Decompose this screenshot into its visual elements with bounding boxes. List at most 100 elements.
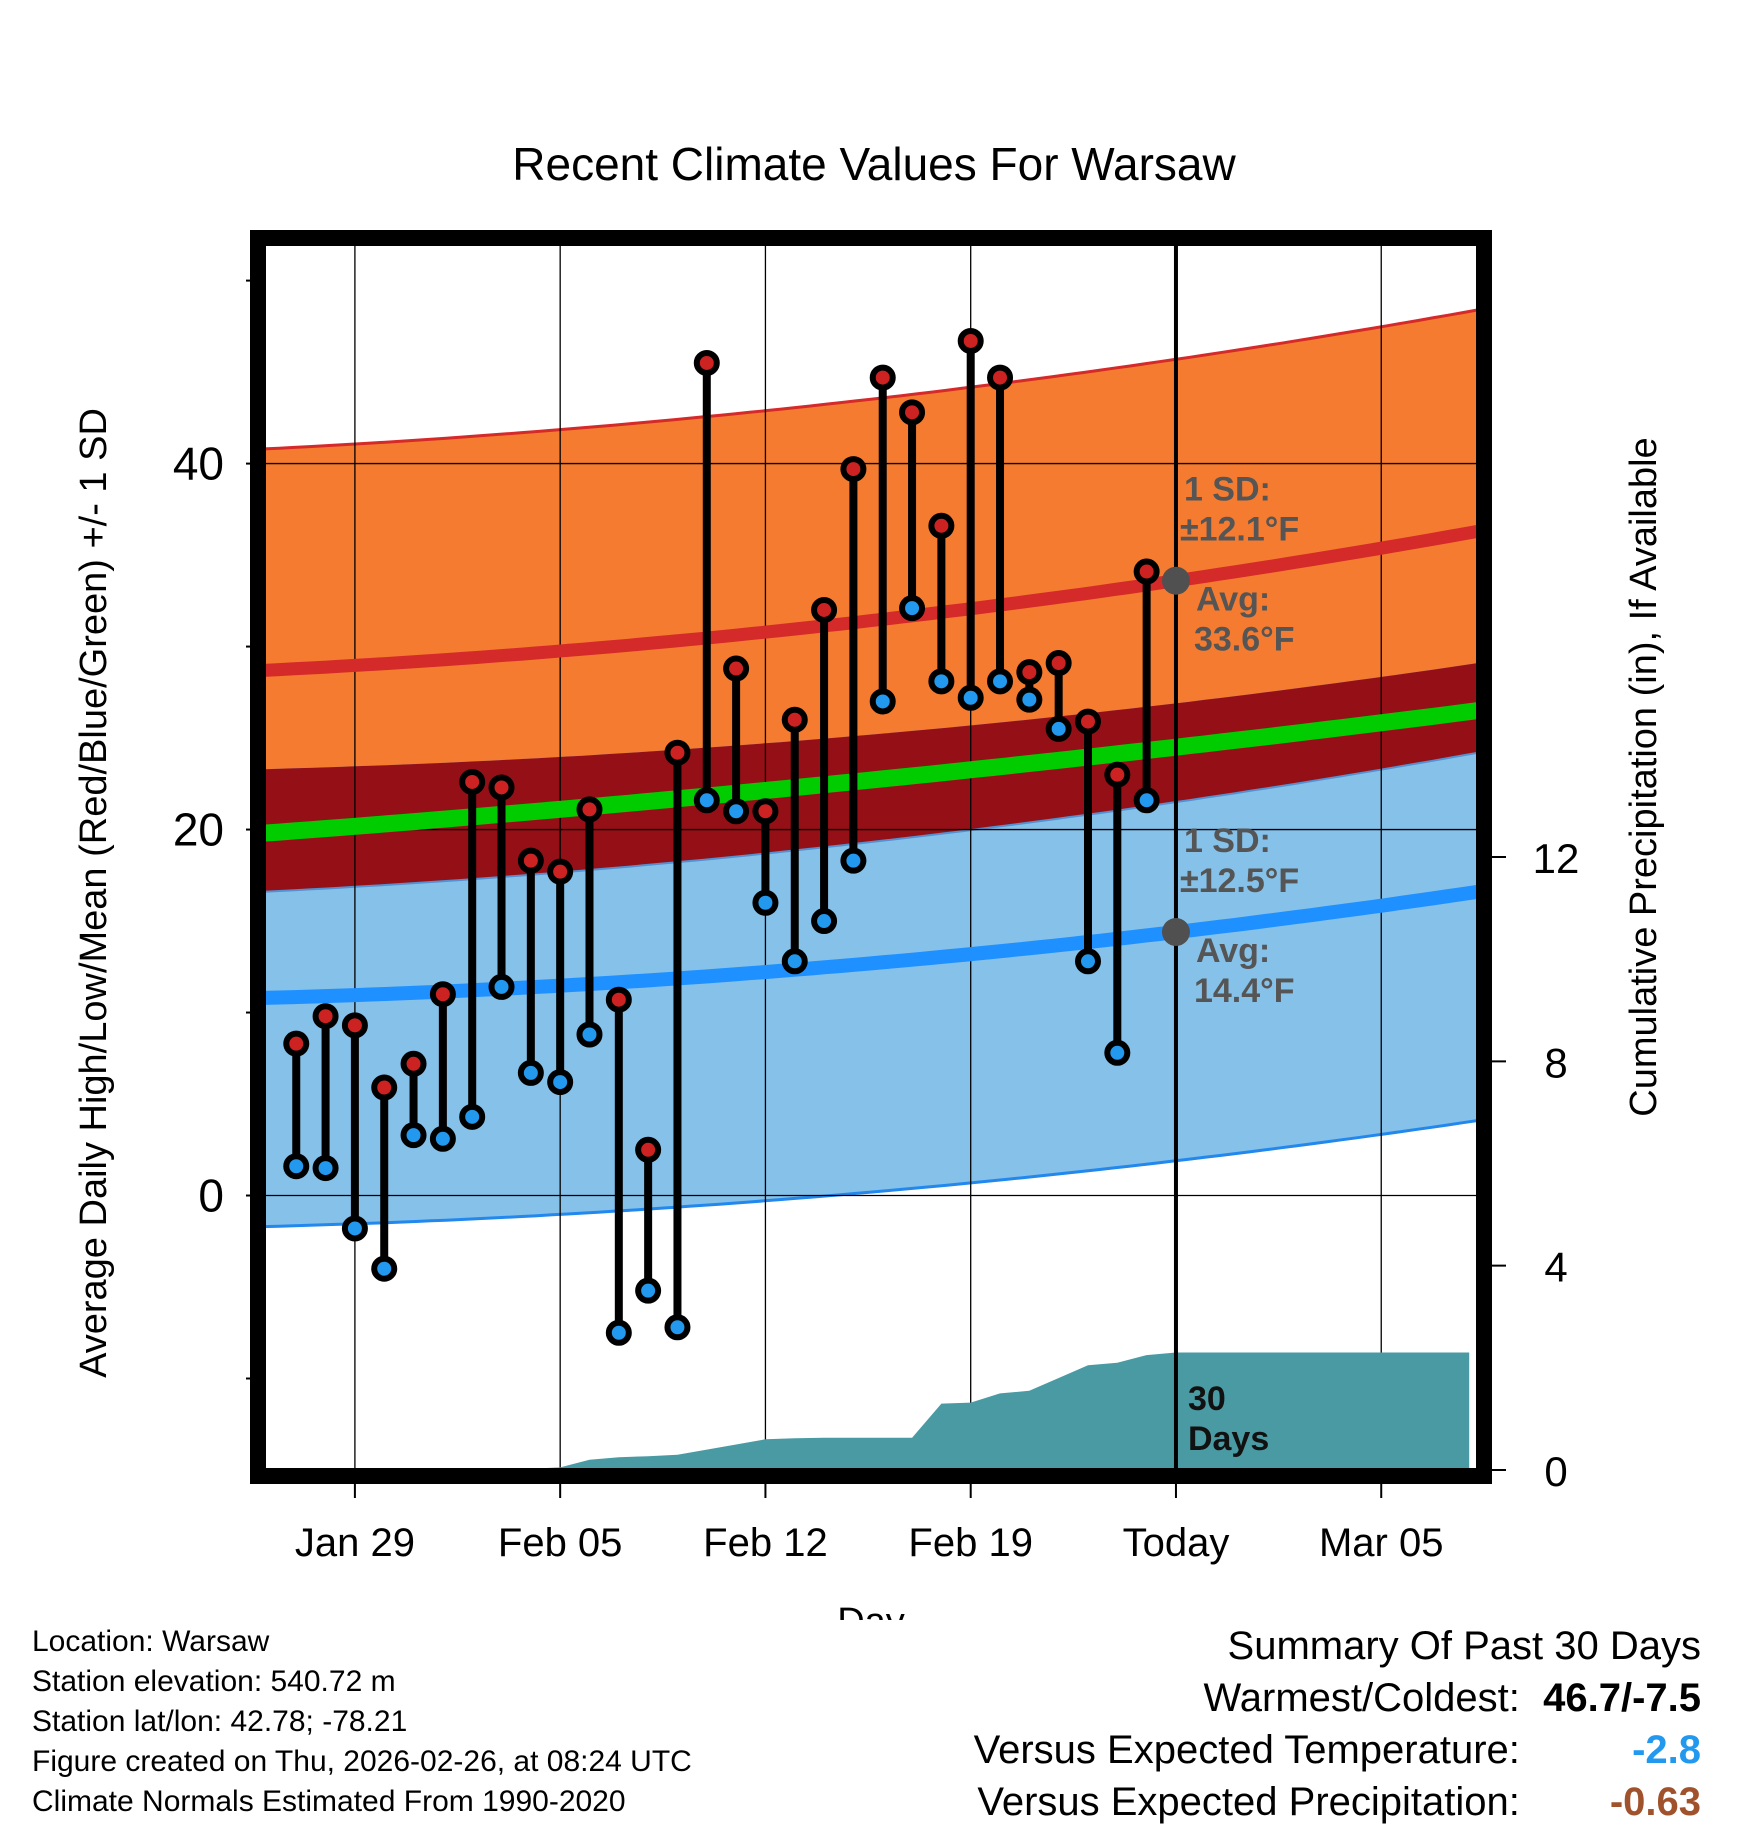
high-point: [312, 1003, 339, 1030]
low-point: [811, 908, 838, 935]
x-tick-label: Mar 05: [1319, 1521, 1444, 1565]
low-point: [459, 1103, 486, 1130]
low-point: [1045, 715, 1072, 742]
high-point: [605, 986, 632, 1013]
summary-panel: Summary Of Past 30 Days Warmest/Coldest:…: [974, 1620, 1701, 1828]
low-point: [488, 973, 515, 1000]
created-text: Figure created on Thu, 2026-02-26, at 08…: [32, 1745, 692, 1778]
low-point: [400, 1122, 427, 1149]
high-point: [840, 456, 867, 483]
chart-title: Recent Climate Values For Warsaw: [512, 138, 1236, 190]
x-tick-label: Today: [1123, 1521, 1230, 1565]
low-avg-marker: [1161, 918, 1190, 947]
x-axis-label: Day: [837, 1601, 905, 1620]
low-point: [1016, 686, 1043, 713]
precip-period-number: 30: [1188, 1380, 1226, 1418]
low-sd-label: 1 SD:: [1184, 822, 1271, 860]
high-point: [488, 774, 515, 801]
high-point: [781, 706, 808, 733]
y-left-tick-label: 0: [198, 1170, 224, 1222]
high-sd-label: 1 SD:: [1184, 471, 1271, 509]
low-point: [723, 798, 750, 825]
y-right-tick-label: 12: [1533, 835, 1580, 882]
high-point: [1045, 650, 1072, 677]
y-right-tick-label: 8: [1544, 1039, 1567, 1086]
low-point: [781, 948, 808, 975]
high-point: [693, 349, 720, 376]
high-avg-marker: [1161, 566, 1190, 595]
high-sd-value: ±12.1°F: [1180, 511, 1299, 549]
high-point: [371, 1074, 398, 1101]
low-point: [693, 787, 720, 814]
high-point: [283, 1030, 310, 1057]
high-point: [869, 364, 896, 391]
low-point: [987, 668, 1014, 695]
low-point: [664, 1314, 691, 1341]
low-point: [752, 889, 779, 916]
high-point: [1133, 558, 1160, 585]
low-point: [429, 1125, 456, 1152]
x-tick-label: Feb 12: [703, 1521, 828, 1565]
high-point: [928, 512, 955, 539]
climate-chart: Recent Climate Values For Warsaw 1 SD:±1…: [73, 138, 1665, 1620]
low-point: [840, 847, 867, 874]
low-point: [928, 668, 955, 695]
warmest-label: Warmest/Coldest:: [1203, 1676, 1520, 1720]
precip-area: [501, 1352, 1470, 1470]
summary-warmest-row: Warmest/Coldest: 46.7/-7.5: [974, 1672, 1702, 1724]
low-point: [517, 1059, 544, 1086]
precip-period-unit: Days: [1188, 1420, 1269, 1458]
y-right-tick-label: 0: [1544, 1448, 1567, 1495]
low-point: [341, 1215, 368, 1242]
low-avg-line: [264, 884, 1478, 1005]
high-point: [1104, 761, 1131, 788]
high-lower-edge: [264, 751, 1478, 893]
high-avg-label: Avg:: [1196, 581, 1270, 619]
x-tick-label: Feb 05: [498, 1521, 623, 1565]
low-point: [1133, 787, 1160, 814]
high-avg-value: 33.6°F: [1194, 621, 1295, 659]
low-avg-label: Avg:: [1196, 932, 1270, 970]
high-point: [400, 1050, 427, 1077]
low-point: [371, 1255, 398, 1282]
low-lower-edge: [264, 1119, 1478, 1229]
summary-title: Summary Of Past 30 Days: [1227, 1624, 1701, 1668]
low-point: [283, 1153, 310, 1180]
low-avg-value: 14.4°F: [1194, 972, 1295, 1010]
y-right-tick-label: 4: [1544, 1244, 1567, 1291]
latlon-text: Station lat/lon: 42.78; -78.21: [32, 1705, 408, 1738]
high-point: [341, 1012, 368, 1039]
warmest-value: 46.7/-7.5: [1543, 1676, 1701, 1720]
low-point: [576, 1021, 603, 1048]
low-point: [899, 595, 926, 622]
mean-avg-line: [264, 702, 1478, 842]
high-point: [517, 847, 544, 874]
normals-text: Climate Normals Estimated From 1990-2020: [32, 1785, 626, 1818]
elevation-text: Station elevation: 540.72 m: [32, 1665, 396, 1698]
x-tick-label: Jan 29: [295, 1521, 415, 1565]
high-point: [576, 796, 603, 823]
high-point: [459, 768, 486, 795]
low-point: [635, 1277, 662, 1304]
location-text: Location: Warsaw: [32, 1625, 270, 1658]
high-upper-edge: [264, 308, 1478, 451]
low-point: [957, 684, 984, 711]
low-point: [1074, 948, 1101, 975]
low-point: [1104, 1039, 1131, 1066]
summary-temp-row: Versus Expected Temperature: -2.8: [974, 1724, 1701, 1776]
high-point: [811, 596, 838, 623]
y-right-axis-label: Cumulative Precipitation (in), If Availa…: [1623, 437, 1665, 1116]
high-point: [1016, 659, 1043, 686]
high-point: [723, 655, 750, 682]
low-point: [605, 1319, 632, 1346]
high-point: [752, 798, 779, 825]
temp-label: Versus Expected Temperature:: [973, 1728, 1520, 1772]
temp-value: -2.8: [1632, 1728, 1701, 1772]
low-point: [547, 1069, 574, 1096]
y-left-tick-label: 20: [173, 804, 224, 856]
summary-precip-row: Versus Expected Precipitation: -0.63: [974, 1776, 1701, 1828]
x-tick-label: Feb 19: [908, 1521, 1033, 1565]
high-point: [429, 981, 456, 1008]
high-point: [1074, 708, 1101, 735]
high-avg-line: [264, 524, 1478, 677]
